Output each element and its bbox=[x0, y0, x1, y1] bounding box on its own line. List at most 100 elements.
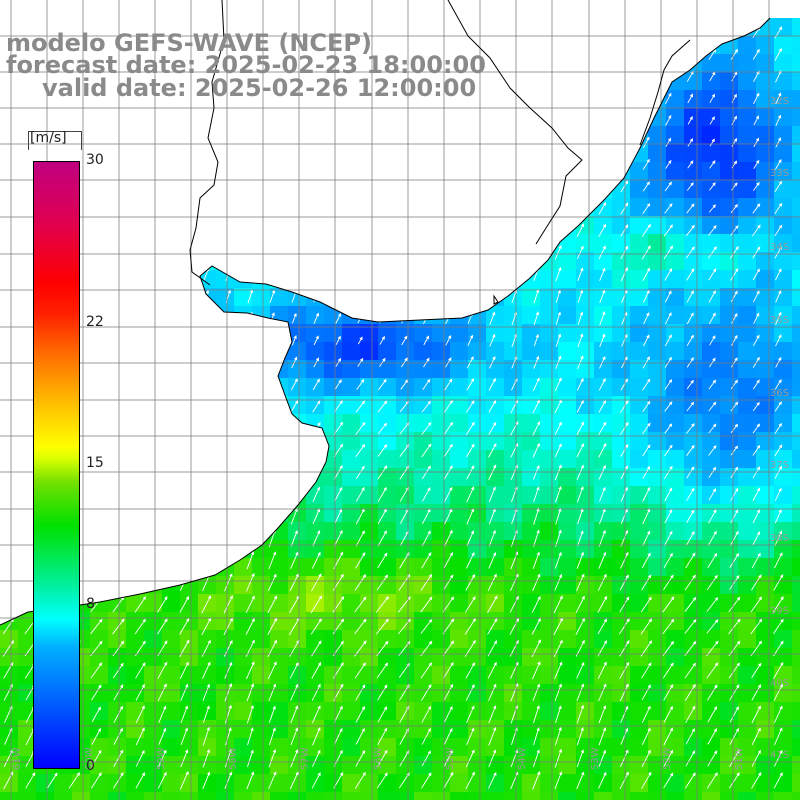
wind-arrow bbox=[599, 333, 606, 347]
wind-speed-cell bbox=[522, 468, 541, 487]
wind-speed-cell bbox=[396, 756, 415, 775]
wind-arrow bbox=[751, 552, 761, 569]
wind-speed-cell bbox=[306, 324, 325, 343]
wind-speed-cell bbox=[666, 198, 685, 217]
wind-speed-cell bbox=[756, 396, 775, 415]
wind-speed-cell bbox=[702, 234, 721, 253]
wind-arrow bbox=[465, 551, 475, 569]
wind-speed-cell bbox=[612, 792, 631, 800]
wind-arrow bbox=[752, 224, 761, 237]
wind-speed-cell bbox=[540, 666, 559, 685]
wind-arrow bbox=[532, 421, 541, 436]
wind-arrow bbox=[642, 202, 651, 214]
wind-speed-cell bbox=[414, 360, 433, 379]
wind-arrow bbox=[442, 596, 455, 613]
wind-speed-cell bbox=[738, 108, 757, 127]
wind-speed-cell bbox=[450, 756, 469, 775]
wind-speed-cell bbox=[414, 702, 433, 721]
wind-arrow bbox=[288, 617, 300, 636]
wind-speed-cell bbox=[432, 360, 451, 379]
wind-speed-cell bbox=[324, 756, 343, 775]
wind-speed-cell bbox=[342, 792, 361, 800]
wind-speed-cell bbox=[540, 324, 559, 343]
wind-speed-cell bbox=[504, 612, 523, 631]
latitude-label: 32S bbox=[770, 96, 789, 107]
wind-speed-cell bbox=[360, 720, 379, 739]
wind-arrow bbox=[554, 399, 562, 414]
wind-speed-cell bbox=[486, 504, 505, 523]
wind-arrow bbox=[730, 225, 739, 236]
wind-speed-cell bbox=[702, 72, 721, 91]
wind-speed-cell bbox=[396, 450, 415, 469]
wind-speed-cell bbox=[306, 306, 325, 325]
wind-arrow bbox=[709, 116, 715, 125]
wind-speed-cell bbox=[288, 558, 307, 577]
wind-arrow bbox=[312, 530, 321, 547]
wind-speed-cell bbox=[720, 252, 739, 271]
wind-speed-cell bbox=[666, 234, 685, 253]
wind-speed-cell bbox=[18, 774, 37, 793]
wind-speed-cell bbox=[450, 342, 469, 361]
wind-speed-cell bbox=[432, 666, 451, 685]
wind-speed-cell bbox=[702, 126, 721, 145]
wind-speed-cell bbox=[18, 756, 37, 775]
wind-speed-cell bbox=[450, 504, 469, 523]
wind-arrow bbox=[465, 596, 476, 613]
wind-speed-cell bbox=[756, 288, 775, 307]
wind-speed-cell bbox=[666, 792, 685, 800]
wind-speed-cell bbox=[792, 450, 800, 469]
wind-arrow bbox=[665, 137, 672, 148]
wind-arrow bbox=[687, 160, 694, 169]
wind-speed-cell bbox=[468, 342, 487, 361]
wind-speed-cell bbox=[342, 648, 361, 667]
wind-arrow bbox=[708, 225, 717, 236]
wind-speed-cell bbox=[216, 648, 235, 667]
wind-speed-cell bbox=[792, 288, 800, 307]
colorbar-tick-15: 15 bbox=[86, 455, 104, 471]
wind-arrow bbox=[400, 508, 409, 524]
wind-arrow bbox=[643, 334, 650, 347]
wind-speed-cell bbox=[414, 522, 433, 541]
wind-arrow bbox=[598, 551, 607, 569]
wind-speed-cell bbox=[144, 720, 163, 739]
latitude-label: 34S bbox=[770, 242, 789, 253]
wind-arrow bbox=[642, 422, 651, 435]
wind-speed-cell bbox=[612, 540, 631, 559]
wind-speed-cell bbox=[738, 36, 757, 55]
wind-arrow bbox=[444, 486, 453, 502]
wind-speed-cell bbox=[702, 90, 721, 109]
wind-speed-cell bbox=[522, 612, 541, 631]
wind-speed-cell bbox=[558, 774, 577, 793]
wind-arrow bbox=[620, 224, 629, 237]
wind-arrow bbox=[752, 509, 760, 524]
wind-speed-cell bbox=[342, 450, 361, 469]
wind-speed-cell bbox=[684, 252, 703, 271]
wind-arrow bbox=[729, 530, 739, 546]
wind-speed-cell bbox=[450, 666, 469, 685]
wind-arrow bbox=[355, 508, 365, 525]
wind-speed-cell bbox=[702, 396, 721, 415]
wind-speed-cell bbox=[0, 648, 19, 667]
longitude-label: 55W bbox=[445, 747, 456, 770]
wind-speed-cell bbox=[648, 684, 667, 703]
wind-speed-cell bbox=[486, 522, 505, 541]
wind-speed-cell bbox=[684, 270, 703, 289]
wind-speed-cell bbox=[612, 738, 631, 757]
wind-arrow bbox=[112, 596, 125, 613]
wind-speed-cell bbox=[378, 630, 397, 649]
wind-speed-cell bbox=[756, 414, 775, 433]
wind-arrow bbox=[289, 573, 299, 592]
wind-arrow bbox=[775, 290, 782, 303]
wind-speed-cell bbox=[738, 198, 757, 217]
wind-speed-cell bbox=[558, 738, 577, 757]
wind-speed-cell bbox=[738, 270, 757, 289]
wind-arrow bbox=[686, 379, 694, 390]
wind-arrow bbox=[576, 421, 585, 436]
wind-arrow bbox=[729, 246, 739, 259]
wind-arrow bbox=[686, 70, 694, 83]
wind-speed-cell bbox=[234, 648, 253, 667]
wind-arrow bbox=[134, 618, 146, 635]
wind-speed-cell bbox=[684, 648, 703, 667]
wind-speed-cell bbox=[792, 180, 800, 199]
wind-speed-cell bbox=[324, 486, 343, 505]
